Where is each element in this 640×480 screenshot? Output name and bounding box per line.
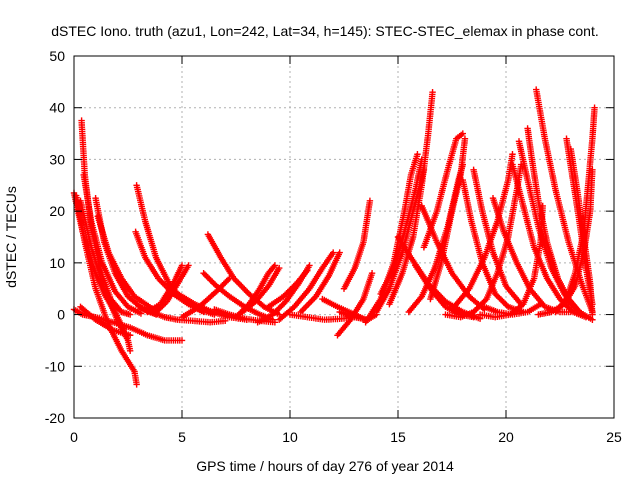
y-tick-label: 30 bbox=[49, 151, 65, 167]
y-tick-label: -10 bbox=[45, 358, 65, 374]
x-tick-label: 15 bbox=[390, 429, 406, 445]
axis-ticks: 0 5 10 15 20 25 -20 -10 0 10 20 30 40 50 bbox=[45, 48, 622, 445]
series-arc bbox=[276, 249, 337, 323]
series-arc bbox=[470, 166, 525, 308]
y-tick-label: -20 bbox=[45, 410, 65, 426]
series-arc bbox=[340, 197, 374, 292]
x-tick-label: 5 bbox=[178, 429, 186, 445]
data-marks bbox=[70, 86, 598, 388]
series-arc bbox=[427, 135, 469, 303]
chart-title: dSTEC Iono. truth (azu1, Lon=242, Lat=34… bbox=[51, 23, 598, 39]
series-arc bbox=[297, 249, 343, 316]
series-arc bbox=[386, 89, 436, 308]
series-arc bbox=[567, 145, 596, 318]
x-tick-label: 10 bbox=[282, 429, 298, 445]
series-arc bbox=[459, 176, 527, 316]
series-arc bbox=[144, 262, 186, 316]
series-arc bbox=[286, 311, 358, 323]
y-tick-label: 40 bbox=[49, 100, 65, 116]
series-arc bbox=[77, 303, 134, 339]
x-tick-label: 20 bbox=[498, 429, 514, 445]
plot-area-frame bbox=[73, 55, 615, 419]
y-tick-label: 20 bbox=[49, 203, 65, 219]
x-tick-label: 25 bbox=[606, 429, 622, 445]
series-arc bbox=[80, 171, 145, 317]
y-tick-label: 0 bbox=[57, 307, 65, 323]
series-arc bbox=[94, 213, 155, 312]
series-arc bbox=[546, 249, 596, 323]
y-tick-label: 10 bbox=[49, 255, 65, 271]
x-tick-label: 0 bbox=[70, 429, 78, 445]
series-arc bbox=[265, 267, 311, 310]
series-arc bbox=[239, 264, 283, 316]
series-arc bbox=[420, 130, 466, 251]
series-arc bbox=[481, 301, 544, 318]
y-tick-label: 50 bbox=[49, 48, 65, 64]
series-arc bbox=[152, 262, 192, 316]
y-axis-label: dSTEC / TECUs bbox=[3, 186, 19, 288]
series-arc bbox=[377, 156, 425, 298]
x-axis-label: GPS time / hours of day 276 of year 2014 bbox=[196, 458, 454, 474]
series-arc bbox=[334, 270, 376, 339]
series-arc bbox=[204, 231, 283, 318]
